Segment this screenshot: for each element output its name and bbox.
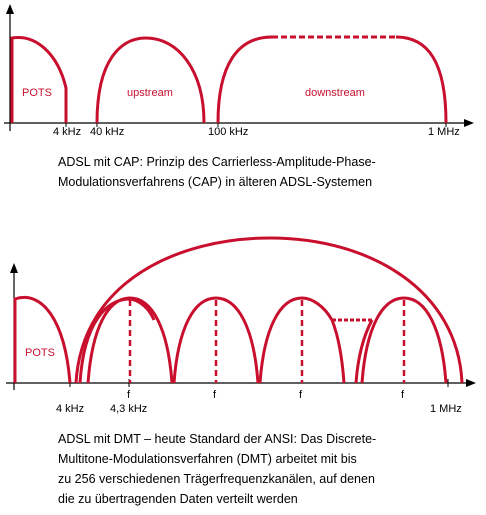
dmt-caption-line: zu 256 verschiedenen Trägerfrequenzkanäl… [58, 472, 375, 486]
dmt-channel-4 [360, 296, 448, 384]
dmt-label-pots: POTS [25, 347, 55, 359]
cap-tick-label-40khz: 40 kHz [90, 126, 124, 138]
dmt-channel-3-right [330, 319, 346, 384]
cap-upstream-band [95, 36, 206, 124]
cap-caption-line: Modulationsverfahrens (CAP) in älteren A… [58, 175, 373, 189]
dmt-diagram: POTS f f f f 4 kHz 4,3 kHz 1 MHz [6, 236, 476, 415]
dmt-caption-line: die zu übertragenden Daten verteilt werd… [58, 492, 298, 506]
dmt-channel-2 [172, 296, 260, 384]
cap-tick-label-100khz: 100 kHz [208, 126, 248, 138]
dmt-tick-label-1mhz: 1 MHz [430, 403, 462, 415]
cap-pots-band [10, 36, 68, 123]
cap-x-axis-arrow [464, 119, 474, 127]
cap-tick-label-4khz: 4 kHz [53, 126, 81, 138]
dmt-caption: ADSL mit DMT – heute Standard der ANSI: … [58, 429, 376, 509]
cap-caption-line: ADSL mit CAP: Prinzip des Carrierless-Am… [58, 155, 376, 169]
dmt-carrier-label-2: f [213, 389, 217, 401]
dmt-channel-3 [258, 296, 334, 384]
dmt-caption-line: Multitone-Modulationsverfahren (DMT) arb… [58, 452, 357, 466]
cap-downstream-band-right [395, 35, 448, 124]
dmt-caption-line: ADSL mit DMT – heute Standard der ANSI: … [58, 432, 377, 446]
cap-downstream-band-left [216, 35, 273, 124]
dmt-pots-band [13, 296, 72, 384]
dmt-carrier-label-4: f [401, 389, 405, 401]
dmt-channel-4-left [354, 319, 374, 384]
dmt-tick-label-4-3khz: 4,3 kHz [110, 403, 147, 415]
dmt-envelope-arc [74, 236, 464, 384]
dmt-sub-arc-1 [78, 297, 156, 384]
cap-diagram: POTS upstream downstream 4 kHz 40 kHz 10… [4, 4, 474, 138]
cap-label-pots: POTS [22, 87, 52, 99]
dmt-carrier-label-3: f [299, 389, 303, 401]
dmt-x-axis-arrow [466, 379, 476, 387]
cap-y-axis-arrow [6, 4, 14, 14]
cap-caption: ADSL mit CAP: Prinzip des Carrierless-Am… [58, 152, 376, 192]
cap-tick-label-1mhz: 1 MHz [428, 126, 460, 138]
dmt-tick-label-4khz: 4 kHz [56, 403, 84, 415]
dmt-channel-1 [86, 296, 174, 384]
dmt-carrier-label-1: f [127, 389, 131, 401]
cap-label-upstream: upstream [127, 87, 173, 99]
dmt-y-axis-arrow [10, 263, 18, 273]
cap-label-downstream: downstream [305, 87, 365, 99]
